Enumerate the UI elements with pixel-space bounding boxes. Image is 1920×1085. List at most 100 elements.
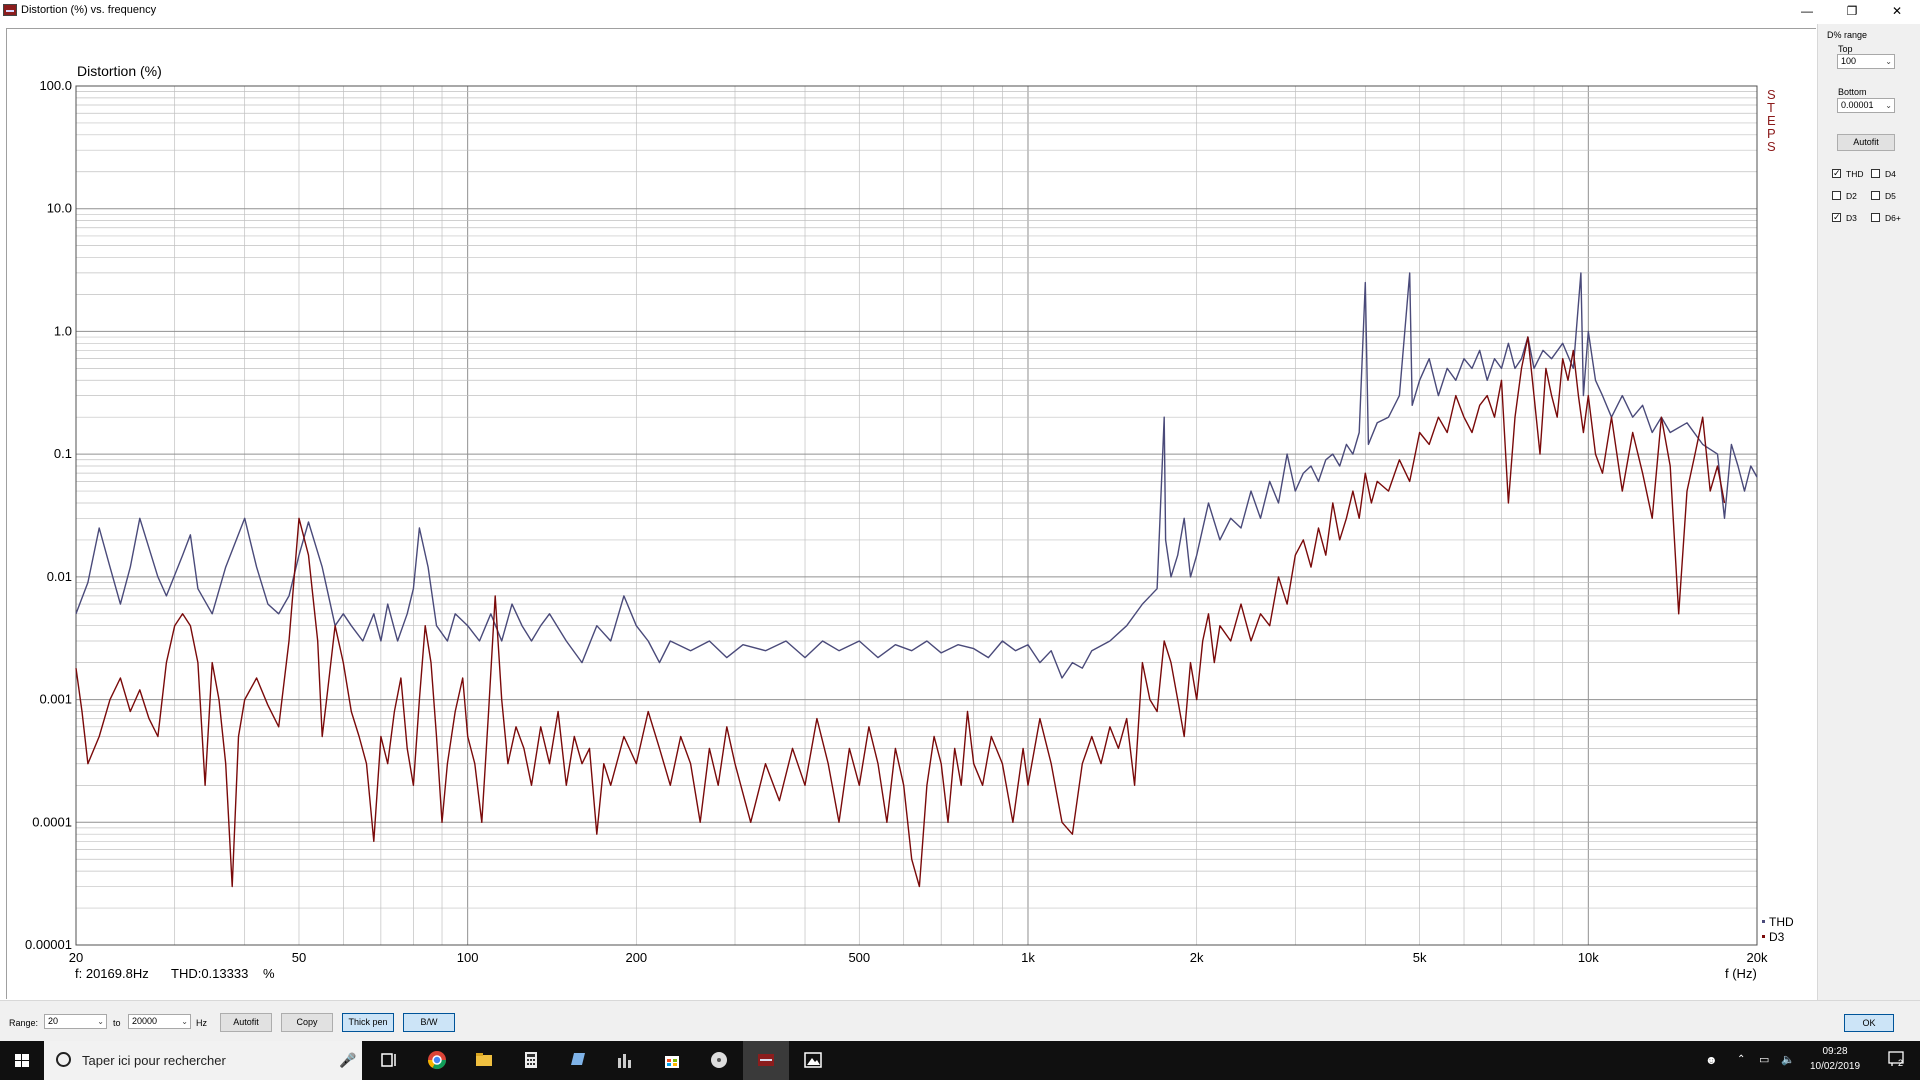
watermark-letter: S — [1767, 139, 1776, 154]
legend-swatch — [1762, 935, 1765, 938]
range-to-value: 20000 — [132, 1016, 158, 1026]
search-placeholder: Taper ici pour rechercher — [82, 1053, 226, 1068]
y-tick-label: 0.00001 — [25, 937, 72, 952]
chart-title: Distortion (%) — [77, 63, 162, 79]
watermark-letter: S — [1767, 87, 1776, 102]
taskbar: Taper ici pour rechercher 🎤 ☻ ⌃ ▭ 🔈 09:2… — [0, 1041, 1920, 1080]
notification-icon[interactable]: 2 — [1887, 1050, 1905, 1071]
legend-label: D3 — [1769, 930, 1785, 944]
chevron-up-icon[interactable]: ⌃ — [1737, 1054, 1746, 1065]
bw-toggle[interactable]: B/W — [403, 1013, 455, 1032]
taskbar-search[interactable]: Taper ici pour rechercher 🎤 — [44, 1041, 362, 1080]
ok-button[interactable]: OK — [1844, 1014, 1894, 1032]
window-title: Distortion (%) vs. frequency — [21, 4, 157, 16]
checkbox-thd[interactable]: THD — [1832, 167, 1864, 180]
disc-icon — [711, 1052, 727, 1068]
readout-frequency: f: 20169.8Hz — [75, 966, 149, 981]
task-view-button[interactable] — [366, 1041, 412, 1080]
checkbox-d2[interactable]: D2 — [1832, 190, 1857, 202]
bottom-control-bar: Range: 20 ⌄ to 20000 ⌄ Hz Autofit Copy T… — [0, 1000, 1920, 1042]
copy-button[interactable]: Copy — [281, 1013, 333, 1032]
bottom-range-value: 0.00001 — [1841, 100, 1874, 110]
chevron-down-icon: ⌄ — [1885, 101, 1892, 110]
bottom-range-select[interactable]: 0.00001 ⌄ — [1837, 98, 1895, 113]
range-to-label: to — [113, 1018, 121, 1028]
chart-pane[interactable]: 20 50 100 200 500 1k 2k 5k 10k 20k 100.0 10.0 1.0 0.1… — [6, 28, 1816, 999]
checkbox-d6plus[interactable]: D6+ — [1871, 212, 1901, 224]
x-tick-label: 20 — [69, 950, 83, 965]
range-from-select[interactable]: 20 ⌄ — [44, 1014, 107, 1029]
notes-icon — [571, 1053, 585, 1065]
clock-date[interactable]: 10/02/2019 — [1809, 1061, 1861, 1072]
taskbar-file-explorer[interactable] — [461, 1041, 507, 1080]
x-tick-label: 100 — [457, 950, 479, 965]
autofit-button[interactable]: Autofit — [220, 1013, 272, 1032]
microphone-icon[interactable]: 🎤 — [339, 1052, 357, 1068]
readout-thd: THD:0.13333 — [171, 966, 248, 981]
checkbox-label: D4 — [1885, 169, 1896, 179]
distortion-chart[interactable]: 20 50 100 200 500 1k 2k 5k 10k 20k 100.0 10.0 1.0 0.1… — [7, 29, 1816, 999]
notification-center-icon — [1888, 1051, 1904, 1066]
chevron-down-icon: ⌄ — [1885, 57, 1892, 66]
checkbox-d3[interactable]: D3 — [1832, 211, 1857, 224]
close-button[interactable]: ✕ — [1891, 4, 1903, 18]
y-tick-label: 100.0 — [39, 78, 72, 93]
range-from-value: 20 — [48, 1016, 59, 1026]
maximize-button[interactable]: ❐ — [1846, 4, 1858, 18]
x-axis-label: f (Hz) — [1725, 966, 1757, 981]
checkbox-d4[interactable]: D4 — [1871, 168, 1896, 180]
range-to-select[interactable]: 20000 ⌄ — [128, 1014, 191, 1029]
thick-pen-toggle[interactable]: Thick pen — [342, 1013, 394, 1032]
network-icon[interactable]: ▭ — [1759, 1054, 1770, 1066]
search-icon — [56, 1052, 71, 1067]
top-range-select[interactable]: 100 ⌄ — [1837, 54, 1895, 69]
bar-graph-icon — [618, 1054, 631, 1068]
clock-time[interactable]: 09:28 — [1822, 1046, 1848, 1057]
checkbox-box — [1832, 167, 1841, 179]
checkbox-label: D5 — [1885, 191, 1896, 201]
plot-frame — [75, 85, 1758, 946]
y-tick-label: 0.1 — [54, 446, 72, 461]
top-range-value: 100 — [1841, 56, 1857, 66]
app-icon — [3, 4, 17, 16]
x-tick-label: 20k — [1747, 950, 1768, 965]
x-tick-label: 500 — [848, 950, 870, 965]
checkbox-box — [1832, 191, 1841, 200]
volume-icon[interactable]: 🔈 — [1781, 1054, 1795, 1066]
series-line-thd — [75, 272, 1758, 679]
taskbar-calculator[interactable] — [508, 1041, 554, 1080]
checkbox-box — [1832, 211, 1841, 223]
minimize-button[interactable]: — — [1801, 4, 1813, 18]
y-tick-label: 0.001 — [39, 692, 72, 707]
taskbar-chrome[interactable] — [414, 1041, 460, 1080]
bottom-label: Bottom — [1838, 87, 1867, 97]
taskbar-photos[interactable] — [790, 1041, 836, 1080]
checkbox-label: THD — [1846, 169, 1864, 179]
checkbox-d5[interactable]: D5 — [1871, 190, 1896, 202]
calculator-icon — [525, 1052, 537, 1068]
start-button[interactable] — [0, 1041, 44, 1080]
x-tick-label: 50 — [292, 950, 306, 965]
taskbar-app-audio[interactable] — [602, 1041, 648, 1080]
x-tick-label: 5k — [1413, 950, 1427, 965]
range-unit-label: Hz — [196, 1018, 207, 1028]
photos-icon — [804, 1052, 822, 1068]
chrome-icon — [428, 1051, 446, 1070]
watermark-letter: T — [1767, 100, 1775, 115]
taskbar-app-disc[interactable] — [696, 1041, 742, 1080]
people-icon[interactable]: ☻ — [1705, 1053, 1718, 1067]
checkbox-label: D3 — [1846, 213, 1857, 223]
range-label: Range: — [9, 1018, 39, 1028]
taskbar-steps[interactable] — [743, 1041, 789, 1080]
taskbar-app-notes[interactable] — [555, 1041, 601, 1080]
series-line-d3 — [75, 336, 1726, 888]
y-tick-label: 0.01 — [47, 569, 72, 584]
top-label: Top — [1838, 44, 1853, 54]
legend-label: THD — [1769, 915, 1794, 929]
store-icon — [665, 1056, 679, 1068]
taskbar-store[interactable] — [649, 1041, 695, 1080]
x-tick-label: 1k — [1021, 950, 1035, 965]
autofit-range-button[interactable]: Autofit — [1837, 134, 1895, 151]
x-tick-label: 2k — [1190, 950, 1204, 965]
